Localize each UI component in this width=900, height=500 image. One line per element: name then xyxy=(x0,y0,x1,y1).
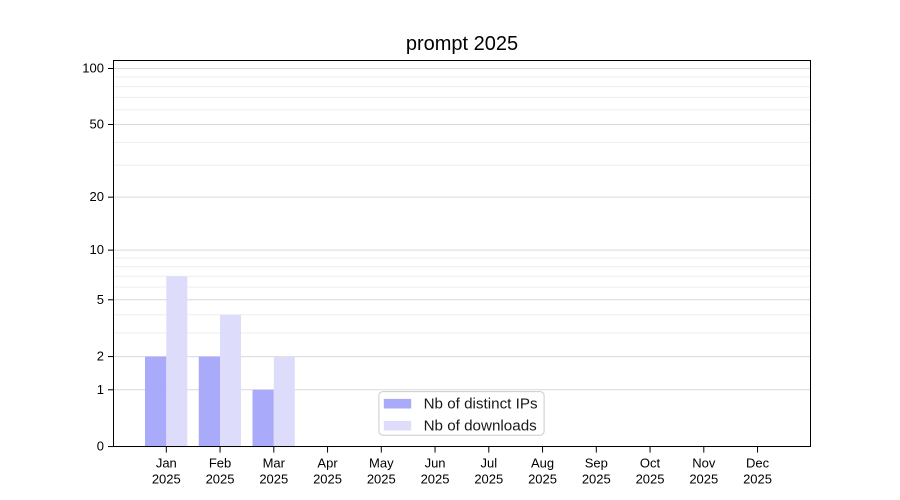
svg-text:Apr: Apr xyxy=(317,456,338,471)
svg-text:2025: 2025 xyxy=(421,472,450,487)
svg-text:2: 2 xyxy=(97,349,104,364)
svg-text:2025: 2025 xyxy=(636,472,665,487)
svg-text:Jan: Jan xyxy=(156,456,177,471)
svg-text:Aug: Aug xyxy=(531,456,554,471)
svg-text:Mar: Mar xyxy=(263,456,286,471)
svg-text:50: 50 xyxy=(90,116,104,131)
svg-text:2025: 2025 xyxy=(474,472,503,487)
svg-text:Nb of downloads: Nb of downloads xyxy=(424,417,538,434)
svg-text:100: 100 xyxy=(82,60,104,75)
svg-text:Dec: Dec xyxy=(746,456,770,471)
svg-text:Nb of distinct IPs: Nb of distinct IPs xyxy=(424,395,538,412)
svg-text:Feb: Feb xyxy=(209,456,231,471)
svg-text:10: 10 xyxy=(90,242,104,257)
svg-text:2025: 2025 xyxy=(152,472,181,487)
svg-text:Sep: Sep xyxy=(585,456,608,471)
svg-text:2025: 2025 xyxy=(206,472,235,487)
svg-text:20: 20 xyxy=(90,189,104,204)
svg-text:2025: 2025 xyxy=(528,472,557,487)
svg-text:2025: 2025 xyxy=(367,472,396,487)
svg-text:5: 5 xyxy=(97,292,104,307)
svg-text:Jun: Jun xyxy=(425,456,446,471)
svg-text:Oct: Oct xyxy=(640,456,661,471)
svg-text:2025: 2025 xyxy=(689,472,718,487)
svg-text:prompt 2025: prompt 2025 xyxy=(406,33,518,55)
svg-text:2025: 2025 xyxy=(313,472,342,487)
svg-text:Jul: Jul xyxy=(480,456,497,471)
svg-text:2025: 2025 xyxy=(259,472,288,487)
svg-text:2025: 2025 xyxy=(582,472,611,487)
svg-text:1: 1 xyxy=(97,382,104,397)
svg-text:2025: 2025 xyxy=(743,472,772,487)
svg-text:Nov: Nov xyxy=(692,456,716,471)
svg-text:0: 0 xyxy=(97,439,104,454)
svg-text:May: May xyxy=(369,456,394,471)
